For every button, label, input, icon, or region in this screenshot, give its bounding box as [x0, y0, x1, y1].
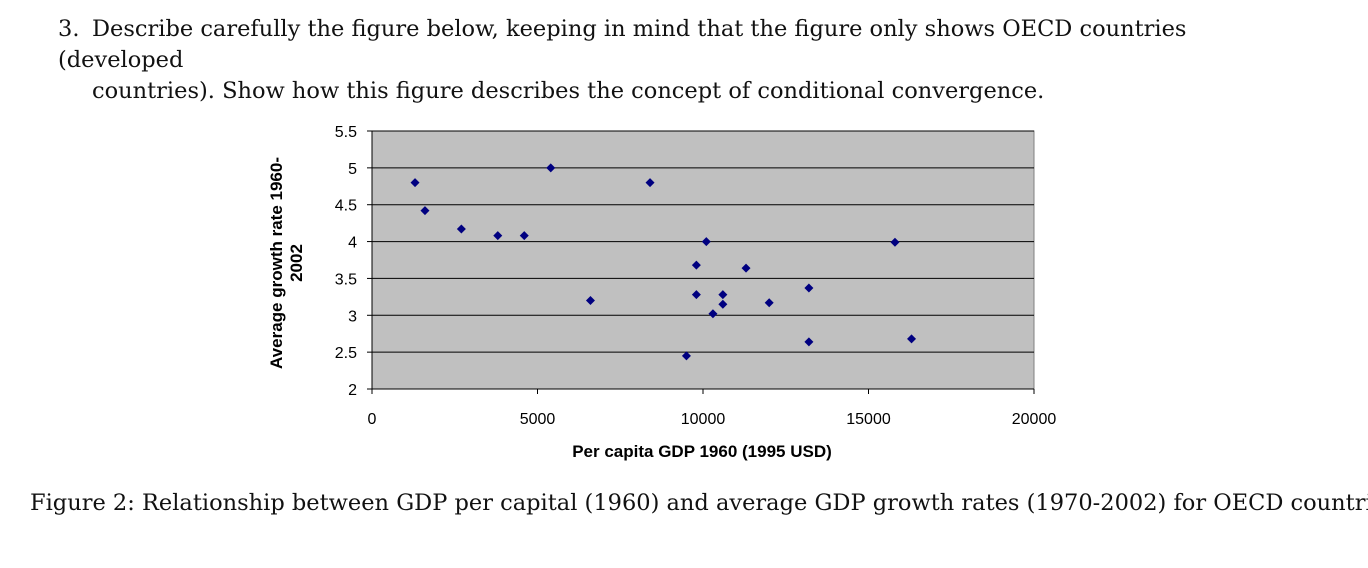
- data-point: [804, 337, 814, 347]
- y-tick-label: 4: [348, 235, 357, 252]
- data-point: [708, 309, 718, 319]
- data-point: [804, 283, 814, 293]
- data-point: [493, 231, 503, 241]
- data-point: [546, 163, 556, 173]
- data-point: [741, 263, 751, 273]
- y-tick-label: 3.5: [335, 271, 357, 288]
- axes: [367, 130, 1035, 394]
- y-tick-label: 3: [348, 308, 357, 325]
- figure-caption: Figure 2: Relationship between GDP per c…: [30, 490, 1368, 516]
- question-line-2: countries). Show how this figure describ…: [92, 78, 1045, 104]
- x-tick-label: 15000: [846, 411, 891, 428]
- data-point: [410, 178, 420, 188]
- y-tick-label: 5.5: [335, 124, 357, 141]
- data-point: [701, 237, 711, 247]
- data-point: [420, 206, 430, 216]
- question-line-1-text: Describe carefully the figure below, kee…: [58, 16, 1187, 73]
- y-axis-title: Average growth rate 1960- 2002: [267, 157, 306, 369]
- question-number: 3.: [58, 16, 80, 42]
- y-axis-title-line-2: 2002: [287, 244, 306, 282]
- data-point: [907, 334, 917, 344]
- data-point: [890, 237, 900, 247]
- data-point: [519, 231, 529, 241]
- x-tick-label: 20000: [1012, 411, 1057, 428]
- plot-background: [371, 130, 1035, 390]
- data-point: [764, 298, 774, 308]
- question-text: 3. Describe carefully the figure below, k…: [58, 14, 1308, 107]
- x-tick-label: 10000: [681, 411, 726, 428]
- data-point: [681, 351, 691, 361]
- y-tick-label: 5: [348, 161, 357, 178]
- y-tick-label: 4.5: [335, 198, 357, 215]
- question-line-1: 3. Describe carefully the figure below, k…: [58, 14, 1308, 76]
- axis-labels: Per capita GDP 1960 (1995 USD) Average g…: [267, 124, 1056, 461]
- data-point: [691, 290, 701, 300]
- x-tick-label: 5000: [520, 411, 556, 428]
- data-points: [410, 163, 917, 361]
- x-axis-title: Per capita GDP 1960 (1995 USD): [572, 442, 832, 461]
- data-point: [585, 296, 595, 306]
- plot-area: [371, 130, 1035, 390]
- data-point: [718, 290, 728, 300]
- data-point: [645, 178, 655, 188]
- y-tick-label: 2: [348, 382, 357, 399]
- data-point: [691, 260, 701, 270]
- y-axis-title-line-1: Average growth rate 1960-: [267, 157, 286, 369]
- x-tick-label: 0: [368, 411, 377, 428]
- data-point: [718, 299, 728, 309]
- y-tick-label: 2.5: [335, 345, 357, 362]
- data-point: [456, 224, 466, 234]
